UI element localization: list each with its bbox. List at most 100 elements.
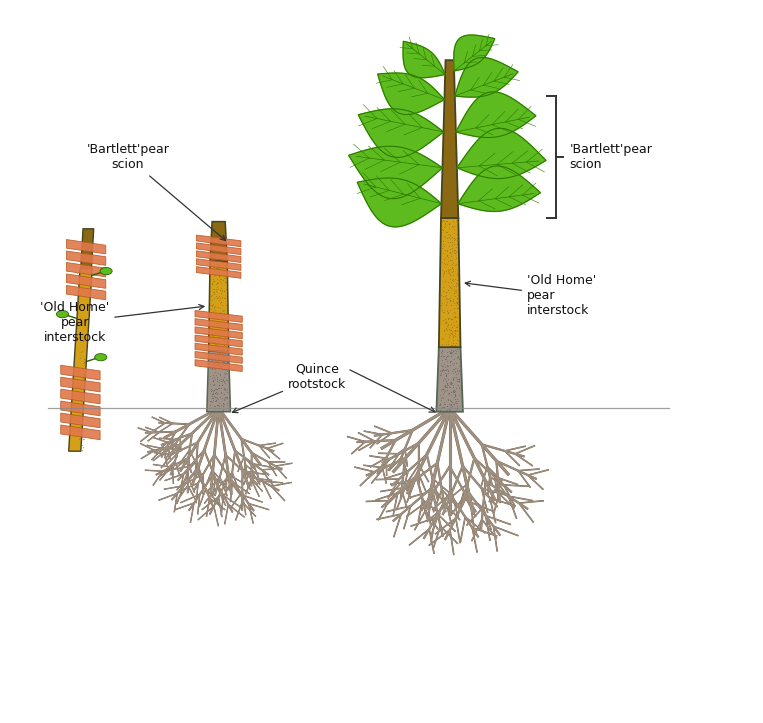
Point <box>217 384 230 395</box>
Point <box>220 299 232 311</box>
Point <box>449 389 461 401</box>
Point <box>441 346 453 358</box>
Point <box>443 393 455 405</box>
Point <box>436 299 448 311</box>
Point <box>211 388 223 399</box>
Point <box>211 340 224 351</box>
Point <box>208 319 220 330</box>
Point <box>221 356 233 367</box>
Point <box>446 386 459 398</box>
PathPatch shape <box>66 286 106 300</box>
Point <box>438 257 450 268</box>
Point <box>442 373 454 385</box>
Point <box>443 365 455 377</box>
PathPatch shape <box>195 327 243 339</box>
Point <box>438 268 450 279</box>
Point <box>219 357 231 369</box>
Point <box>217 356 230 368</box>
Point <box>449 307 461 319</box>
Point <box>445 338 457 350</box>
Point <box>433 369 446 381</box>
Point <box>209 267 221 278</box>
Point <box>452 379 464 390</box>
Point <box>208 302 220 314</box>
Point <box>452 352 464 364</box>
Point <box>442 350 454 362</box>
Point <box>437 239 449 250</box>
Point <box>439 382 452 393</box>
Point <box>219 368 231 380</box>
Point <box>219 264 231 275</box>
Point <box>218 393 230 404</box>
PathPatch shape <box>195 343 243 355</box>
Point <box>79 354 91 365</box>
Point <box>436 360 448 372</box>
Point <box>443 388 456 399</box>
Point <box>76 283 89 295</box>
Point <box>448 238 460 249</box>
Point <box>438 307 450 318</box>
Point <box>449 330 461 342</box>
Point <box>216 380 228 391</box>
Point <box>205 291 217 302</box>
Ellipse shape <box>100 268 112 275</box>
Point <box>77 372 89 384</box>
Point <box>443 394 456 406</box>
Point <box>204 379 216 390</box>
Point <box>452 365 464 377</box>
PathPatch shape <box>207 351 230 411</box>
Point <box>213 353 225 364</box>
Point <box>217 349 230 361</box>
Point <box>212 399 224 411</box>
Point <box>76 425 89 437</box>
Point <box>210 312 222 323</box>
Point <box>220 335 232 347</box>
Point <box>214 325 226 336</box>
Point <box>212 278 224 289</box>
Point <box>211 316 223 328</box>
PathPatch shape <box>195 319 243 330</box>
PathPatch shape <box>195 359 243 372</box>
Point <box>448 363 460 375</box>
Point <box>451 292 463 304</box>
Point <box>450 299 462 311</box>
Point <box>443 218 455 229</box>
Point <box>211 367 224 379</box>
Point <box>206 328 218 339</box>
Point <box>452 381 465 393</box>
Point <box>446 221 459 232</box>
Point <box>213 350 225 362</box>
Point <box>446 258 459 270</box>
Point <box>444 399 456 411</box>
Point <box>451 268 463 279</box>
PathPatch shape <box>61 401 100 416</box>
Point <box>441 325 453 336</box>
Point <box>72 275 85 287</box>
Point <box>437 364 449 375</box>
Point <box>217 314 229 325</box>
Point <box>449 247 462 259</box>
Point <box>442 263 454 275</box>
Point <box>444 247 456 258</box>
Point <box>447 295 459 307</box>
Point <box>447 367 459 379</box>
Point <box>214 325 227 337</box>
Point <box>437 291 449 302</box>
Polygon shape <box>457 128 546 179</box>
Point <box>215 363 227 375</box>
Point <box>454 343 466 355</box>
Point <box>207 299 219 310</box>
Point <box>444 325 456 336</box>
Point <box>211 292 223 304</box>
Point <box>449 385 462 396</box>
Point <box>208 392 220 403</box>
Point <box>214 382 227 394</box>
Point <box>436 306 449 317</box>
Point <box>439 373 452 385</box>
Point <box>451 373 463 385</box>
Point <box>76 416 88 427</box>
Point <box>444 236 456 248</box>
Point <box>213 348 225 359</box>
Point <box>207 376 219 388</box>
Point <box>209 349 221 361</box>
